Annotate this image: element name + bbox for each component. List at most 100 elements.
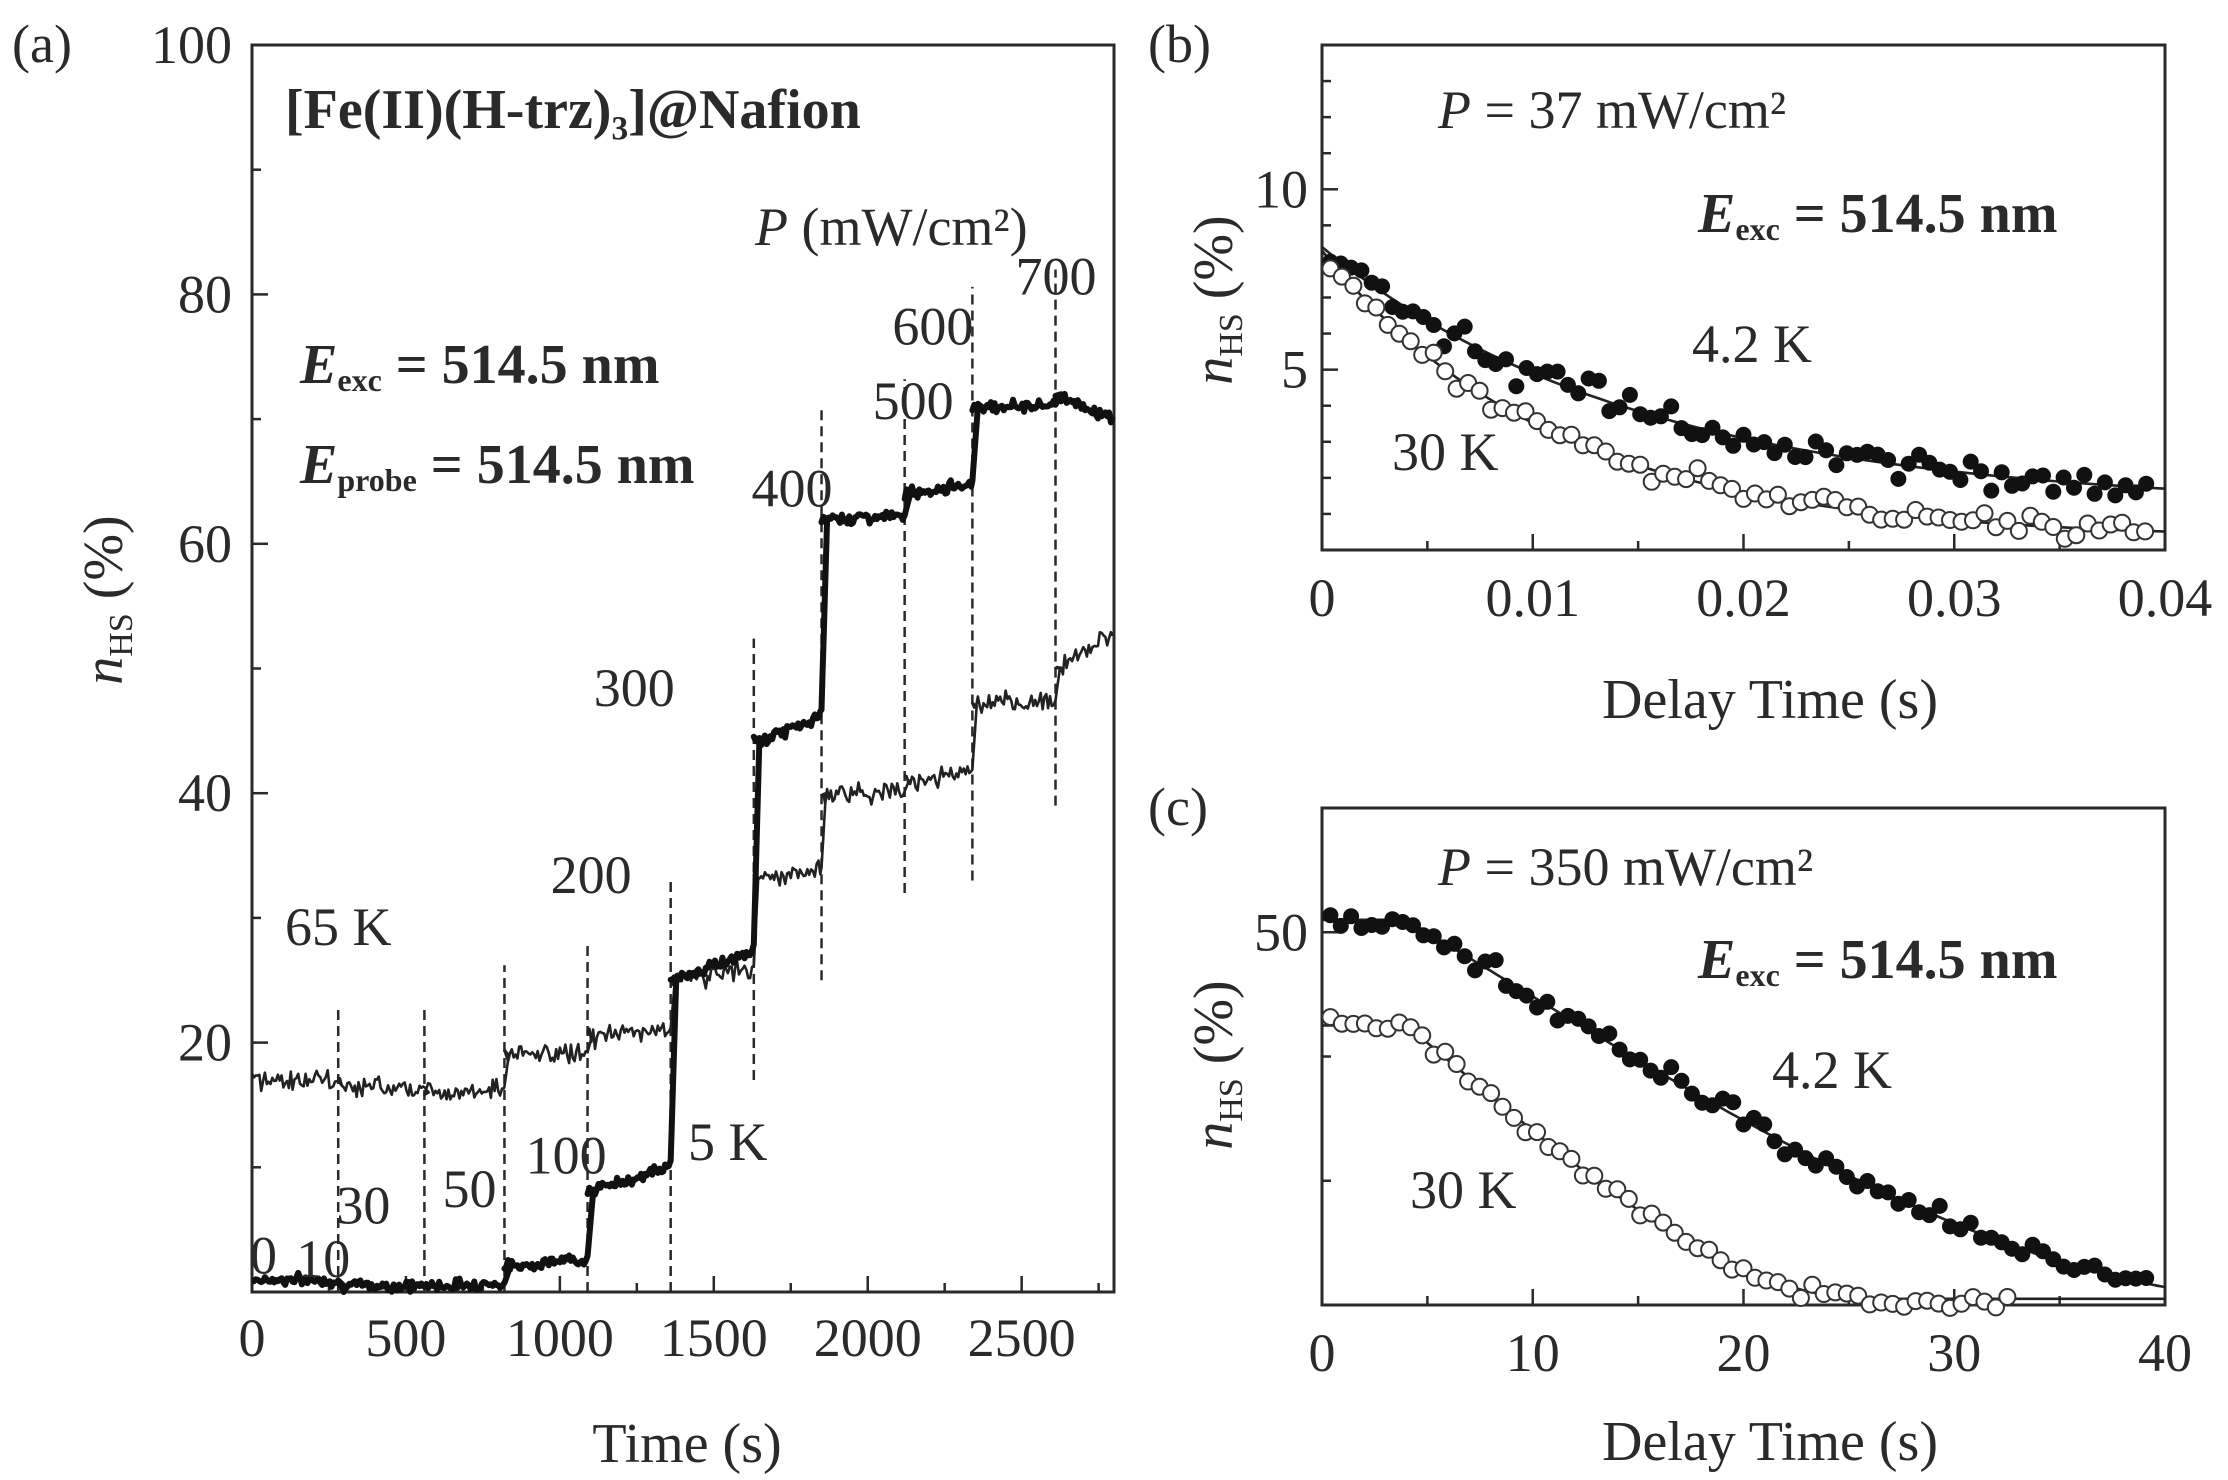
- xtick-label: 0.04: [2118, 568, 2213, 628]
- point-4.2k: [2096, 474, 2113, 491]
- eprobe-label-a: Eprobe = 514.5 nm: [299, 434, 694, 498]
- point-4.2k: [1621, 386, 1638, 403]
- xtick-label: 20: [1717, 1323, 1771, 1383]
- point-4.2k: [2066, 479, 2082, 496]
- point-30k: [2044, 518, 2063, 536]
- point-30k: [1803, 1275, 1822, 1294]
- xtick-label: 40: [2138, 1323, 2192, 1383]
- point-30k: [1780, 1279, 1799, 1298]
- a-xtick-label: 2000: [814, 1308, 922, 1368]
- power-step-label: 300: [594, 658, 675, 718]
- point-4.2k: [2107, 487, 2124, 504]
- panel-c-points: [1321, 907, 2155, 1317]
- point-4.2k: [1601, 1025, 1618, 1042]
- point-4.2k: [1931, 1197, 1948, 1214]
- series-65k-trace: [250, 630, 1114, 1101]
- power-header: P (mW/cm²): [754, 197, 1028, 257]
- power-step-label: 100: [526, 1126, 607, 1186]
- point-30k: [1585, 1166, 1604, 1185]
- point-30k: [2136, 522, 2155, 541]
- eexc-label-b: Eexc = 514.5 nm: [1697, 183, 2057, 247]
- point-4.2k: [1683, 1085, 1700, 1102]
- point-4.2k: [1353, 262, 1370, 279]
- point-4.2k: [2086, 485, 2103, 502]
- point-4.2k: [1663, 1059, 1680, 1076]
- point-4.2k: [1973, 463, 1989, 480]
- point-30k: [1596, 442, 1615, 461]
- point-4.2k: [1859, 1173, 1876, 1189]
- point-30k: [2067, 526, 2086, 545]
- xtick-label: 0.03: [1907, 568, 2002, 628]
- point-4.2k: [1456, 948, 1473, 965]
- power-step-label: 600: [892, 296, 973, 356]
- point-4.2k: [2045, 483, 2062, 500]
- point-4.2k: [2055, 469, 2072, 486]
- point-30k: [1562, 425, 1581, 444]
- point-30k: [1688, 459, 1707, 478]
- point-4.2k: [1952, 472, 1969, 488]
- point-30k: [1791, 1289, 1810, 1307]
- point-30k: [1493, 1097, 1512, 1116]
- eexc-label-a: Eexc = 514.5 nm: [299, 334, 659, 398]
- a-xtick-label: 1000: [506, 1308, 614, 1368]
- point-30k: [2113, 513, 2132, 532]
- panel-c-xlabel: Delay Time (s): [1602, 1411, 1938, 1473]
- point-4.2k: [1487, 952, 1504, 969]
- point-30k: [1895, 510, 1914, 529]
- point-4.2k: [1673, 1072, 1690, 1089]
- point-4.2k: [1921, 1207, 1938, 1224]
- panel-a-ylabel: nHS (%): [73, 515, 140, 684]
- point-30k: [1424, 343, 1443, 362]
- point-30k: [1367, 298, 1386, 317]
- point-30k: [1998, 1288, 2017, 1306]
- point-4.2k: [1725, 1094, 1742, 1111]
- point-4.2k: [1518, 987, 1535, 1004]
- point-4.2k: [1828, 1158, 1845, 1175]
- a-xtick-label: 500: [365, 1308, 446, 1368]
- point-4.2k: [2035, 467, 2051, 484]
- point-30k: [1711, 1251, 1730, 1270]
- power-label-b: P = 37 mW/cm²: [1437, 80, 1786, 140]
- panel-b-points: [1321, 253, 2155, 548]
- point-4.2k: [1993, 464, 2010, 481]
- xtick-label: 0.02: [1696, 568, 1791, 628]
- point-4.2k: [1570, 385, 1587, 402]
- point-30k: [1654, 1213, 1673, 1232]
- series-5k-trace: [250, 390, 1116, 1295]
- point-4.2k: [1797, 449, 1814, 466]
- label-4.2k-b: 4.2 K: [1692, 314, 1812, 374]
- point-4.2k: [1632, 1051, 1649, 1068]
- point-30k: [1700, 1240, 1719, 1259]
- point-4.2k: [1900, 1192, 1917, 1208]
- point-4.2k: [1498, 351, 1514, 368]
- xtick-label: 0: [1309, 1323, 1336, 1383]
- point-4.2k: [1900, 455, 1917, 472]
- point-4.2k: [1580, 1018, 1597, 1035]
- point-4.2k: [1425, 317, 1442, 333]
- panel-c: (c) 0 10 20 30 40 50 P = 350 mW/cm² Eexc = 51…: [1148, 777, 2192, 1473]
- point-4.2k: [1539, 993, 1556, 1010]
- label-30k-b: 30 K: [1392, 422, 1499, 482]
- point-4.2k: [1766, 1133, 1783, 1150]
- a-ytick-label: 80: [178, 264, 232, 324]
- point-4.2k: [1880, 1184, 1897, 1201]
- point-4.2k: [1725, 437, 1742, 454]
- label-5k: 5 K: [688, 1112, 768, 1172]
- point-4.2k: [1611, 1041, 1628, 1058]
- power-step-label: 30: [336, 1175, 390, 1235]
- point-30k: [2009, 521, 2028, 540]
- xtick-label: 0.01: [1486, 568, 1581, 628]
- point-30k: [1413, 1026, 1432, 1045]
- point-30k: [1768, 485, 1787, 504]
- label-4.2k-c: 4.2 K: [1772, 1040, 1892, 1100]
- point-4.2k: [1983, 482, 2000, 499]
- power-label-c: P = 350 mW/cm²: [1437, 837, 1813, 897]
- point-4.2k: [1456, 318, 1473, 335]
- point-4.2k: [1890, 470, 1907, 487]
- point-4.2k: [1704, 419, 1721, 436]
- a-ytick-label: 60: [178, 514, 232, 574]
- point-4.2k: [1663, 398, 1680, 415]
- point-4.2k: [2138, 475, 2155, 492]
- panel-a-tag: (a): [12, 14, 72, 74]
